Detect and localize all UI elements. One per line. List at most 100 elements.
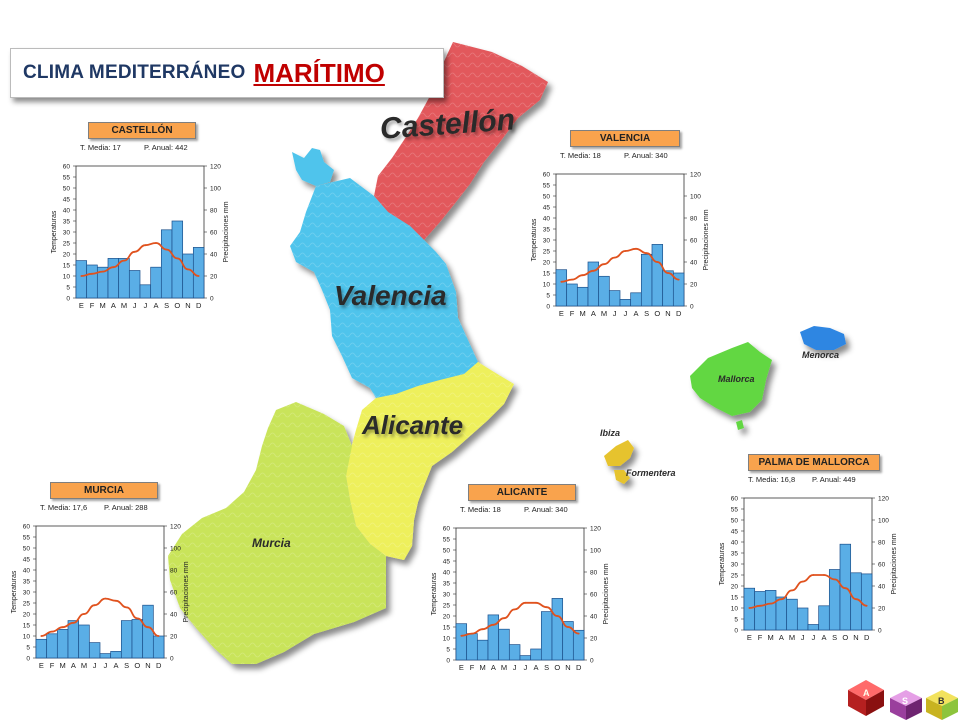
formentera-island (614, 470, 630, 484)
station-name: ALICANTE (468, 484, 576, 501)
temp-tick-label: 35 (63, 219, 71, 226)
temp-tick-label: 15 (543, 271, 551, 278)
precip-bar (672, 272, 685, 307)
temperature-point (635, 247, 637, 250)
svg-text:A: A (863, 688, 870, 698)
temperature-point (556, 615, 559, 617)
valencia-rincon (292, 148, 334, 186)
label-valencia: Valencia (334, 280, 447, 311)
temp-tick-label: 55 (543, 183, 551, 190)
precip-bar (160, 229, 173, 299)
temperature-point (133, 250, 136, 253)
temp-tick-label: 10 (63, 274, 71, 281)
precip-bar (142, 604, 154, 659)
month-label: N (665, 309, 670, 318)
climograph-svg: 0 5 10 15 20 25 30 35 40 45 50 55 60 0 20 40 60 80 100 120 T… (11, 524, 190, 671)
temp-tick-label: 25 (63, 241, 71, 248)
month-label: M (789, 633, 795, 642)
precip-bar (775, 596, 788, 631)
precip-tick-label: 100 (690, 194, 701, 201)
label-ibiza: Ibiza (600, 428, 621, 438)
temperature-point (112, 266, 115, 269)
temp-tick-label: 35 (23, 579, 31, 586)
precip-tick-label: 80 (170, 568, 178, 575)
climograph-svg: 0 5 10 15 20 25 30 35 40 45 50 55 60 0 20 40 60 80 100 120 T… (431, 526, 610, 673)
station-name: MURCIA (50, 482, 158, 499)
temp-tick-label: 10 (443, 636, 451, 643)
precip-bar (466, 633, 478, 661)
month-label: F (758, 633, 763, 642)
temp-tick-label: 5 (66, 285, 70, 292)
temp-tick-label: 60 (731, 496, 739, 503)
precip-bar (651, 244, 664, 307)
temp-tick-label: 15 (23, 623, 31, 630)
precip-tick-label: 0 (690, 304, 694, 311)
month-label: E (459, 663, 464, 672)
month-label: D (156, 661, 162, 670)
precip-bar (530, 648, 542, 661)
month-label: A (491, 663, 496, 672)
temperature-point (471, 632, 473, 635)
month-label: S (124, 661, 129, 670)
temp-tick-label: 20 (63, 252, 71, 259)
temperature-point (844, 587, 847, 590)
month-label: M (121, 301, 127, 310)
precip-bar (86, 264, 98, 299)
month-label: S (544, 663, 549, 672)
temperature-line (41, 597, 159, 637)
month-label: N (853, 633, 858, 642)
temp-tick-label: 40 (23, 568, 31, 575)
temperature-point (524, 601, 527, 604)
temp-tick-label: 30 (543, 238, 551, 245)
precip-tick-label: 20 (878, 606, 886, 613)
panual-label: P. Anual: 449 (812, 475, 856, 484)
temperature-point (645, 252, 648, 255)
precip-tick-label: 80 (878, 540, 886, 547)
title-emphasis: MARÍTIMO (253, 57, 385, 88)
precip-bar (572, 629, 585, 661)
precip-bar (78, 624, 90, 659)
precip-bar (476, 639, 489, 661)
precip-bar (818, 605, 830, 631)
precip-tick-label: 120 (878, 496, 889, 503)
temp-tick-label: 60 (63, 164, 71, 171)
month-label: A (821, 633, 826, 642)
precip-bar (860, 573, 873, 631)
temperature-point (855, 598, 857, 601)
precip-tick-label: 120 (210, 164, 221, 171)
temperature-point (865, 604, 868, 607)
precip-tick-label: 20 (210, 274, 218, 281)
temperature-point (833, 578, 836, 581)
precip-bar (598, 275, 610, 307)
precip-tick-label: 100 (170, 546, 181, 553)
svg-text:S: S (902, 696, 908, 706)
temperature-axis-label: Temperaturas (719, 542, 726, 585)
temp-tick-label: 50 (63, 186, 71, 193)
precip-bar (807, 624, 820, 631)
precip-bar (662, 270, 674, 307)
month-label: O (554, 663, 560, 672)
month-label: M (768, 633, 774, 642)
precip-bar (139, 284, 152, 299)
month-label: O (174, 301, 180, 310)
temp-tick-label: 45 (443, 559, 451, 566)
temperature-point (780, 598, 783, 601)
temp-tick-label: 55 (731, 507, 739, 514)
temperature-point (40, 635, 43, 637)
cabrera-island (736, 420, 744, 430)
temperature-point (567, 626, 569, 628)
precip-tick-label: 120 (590, 526, 601, 533)
precip-bar (120, 620, 133, 659)
precip-tick-label: 0 (590, 658, 594, 665)
temp-tick-label: 45 (23, 557, 31, 564)
temp-tick-label: 30 (731, 562, 739, 569)
precip-tick-label: 80 (210, 208, 218, 215)
precip-bar (128, 270, 141, 299)
climograph-murcia: MURCIA T. Media: 17,6 P. Anual: 288 0 5 10 15 2… (0, 482, 200, 671)
month-label: O (134, 661, 140, 670)
temperature-point (101, 270, 104, 273)
temperature-point (624, 250, 627, 252)
precip-bar (110, 651, 122, 659)
month-label: J (801, 633, 805, 642)
